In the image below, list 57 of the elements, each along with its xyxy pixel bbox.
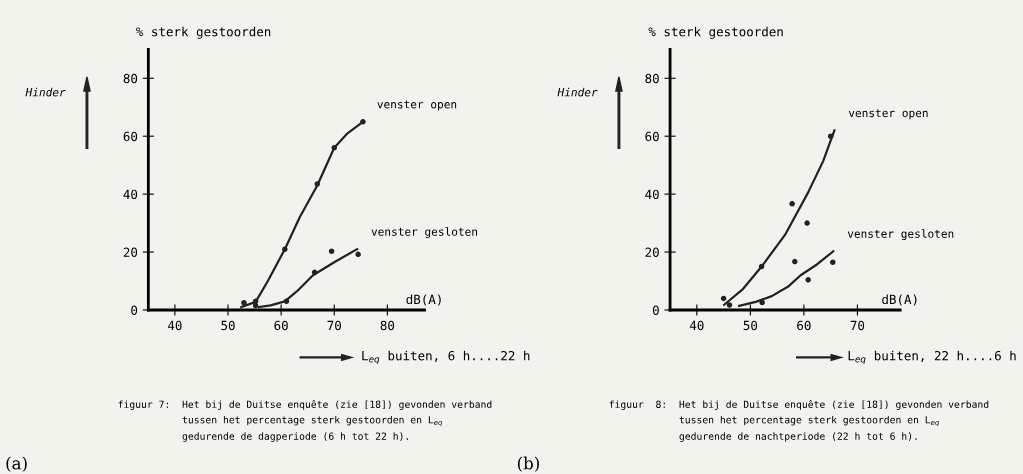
x-axis-title: dB(A) <box>406 294 441 306</box>
y-tick-label: 20 <box>123 247 138 258</box>
point <box>283 298 290 305</box>
point <box>355 251 361 258</box>
y-tick-label: 40 <box>645 189 659 200</box>
text: L$_{eq}$ buiten, 22 h....6 h <box>848 350 1016 365</box>
point <box>328 248 335 254</box>
point <box>331 145 338 151</box>
x-axis-title: dB(A) <box>882 294 917 306</box>
point <box>720 295 727 302</box>
point <box>792 258 798 265</box>
y-tick-label: 0 <box>131 305 138 315</box>
x-tick-label: 70 <box>850 320 865 331</box>
series-label: venster open <box>377 100 457 111</box>
point <box>726 302 733 308</box>
line-series <box>738 250 835 308</box>
y-tick-label: 0 <box>652 305 659 315</box>
point <box>282 246 288 252</box>
line-series <box>723 129 836 306</box>
x-tick-label: 50 <box>221 320 235 331</box>
x-tick-label: 70 <box>327 320 341 331</box>
text: (b) <box>517 456 539 472</box>
text: Hinder <box>557 87 598 97</box>
text: (a) <box>6 456 27 472</box>
series-label: venster open <box>848 109 928 120</box>
x-tick-label: 60 <box>797 320 811 331</box>
x-tick-label: 40 <box>167 320 182 331</box>
text: figuur 7: Het bij de Duitse enquête (zie [18]) gevonden verband tussen het percentage sterk gestoorden en L$_{eq}$ gedurende de dagperiode (6 h tot 22 h). <box>118 400 492 442</box>
y-tick-label: 20 <box>645 247 659 258</box>
x-tick-label: 80 <box>380 320 395 331</box>
text: L$_{eq}$ buiten, 6 h....22 h <box>362 350 530 365</box>
x-tick-label: 50 <box>743 320 758 331</box>
point <box>314 181 321 187</box>
point <box>804 220 810 226</box>
point <box>827 133 834 139</box>
y-tick-label: 80 <box>645 73 659 84</box>
x-tick-label: 40 <box>689 320 704 331</box>
y-axis-title: % sterk gestoorden <box>136 26 271 39</box>
point <box>241 299 247 306</box>
point <box>252 302 259 309</box>
y-tick-label: 60 <box>123 131 138 142</box>
point <box>805 277 811 283</box>
point <box>360 118 366 125</box>
point <box>830 259 836 265</box>
point <box>311 269 318 276</box>
point <box>758 263 765 270</box>
series-label: venster gesloten <box>371 227 478 239</box>
series-label: venster gesloten <box>847 229 954 241</box>
y-tick-label: 60 <box>645 131 659 142</box>
x-tick-label: 60 <box>274 320 288 331</box>
point <box>789 200 795 207</box>
y-tick-label: 40 <box>123 189 138 200</box>
y-tick-label: 80 <box>123 73 138 84</box>
y-axis-title: % sterk gestoorden <box>648 26 783 39</box>
text: figuur 8: Het bij de Duitse enquête (zie [18]) gevonden verband tussen het percentage sterk gestoorden en L$_{eq}$ gedurende de nachtperiode (22 h tot 6 h). <box>609 400 989 442</box>
text: Hinder <box>25 87 66 97</box>
point <box>759 299 765 306</box>
